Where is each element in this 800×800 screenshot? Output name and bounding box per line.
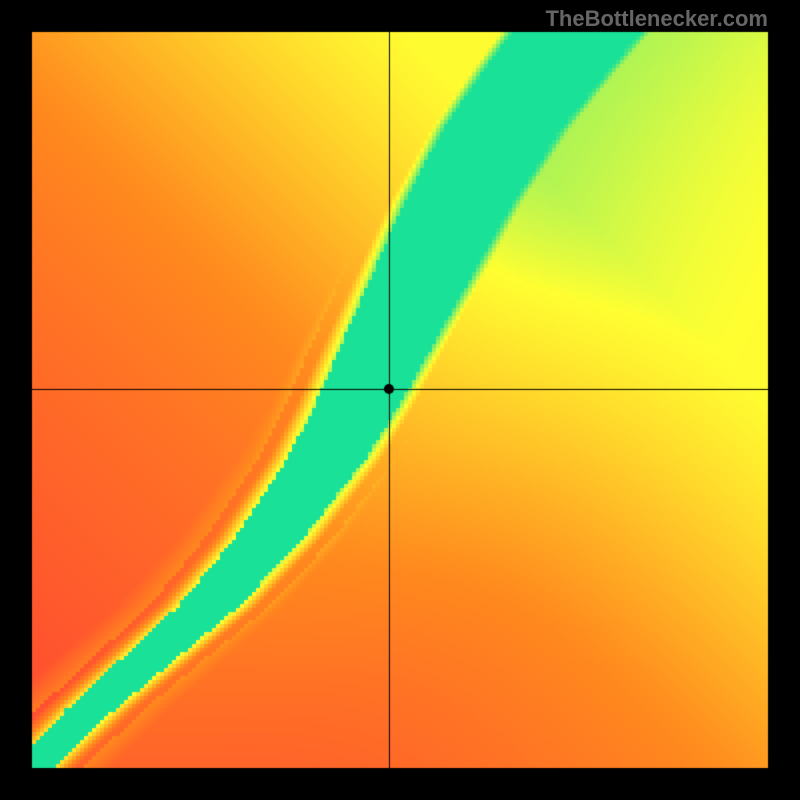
bottleneck-heatmap [0, 0, 800, 800]
watermark-text: TheBottlenecker.com [545, 6, 768, 32]
